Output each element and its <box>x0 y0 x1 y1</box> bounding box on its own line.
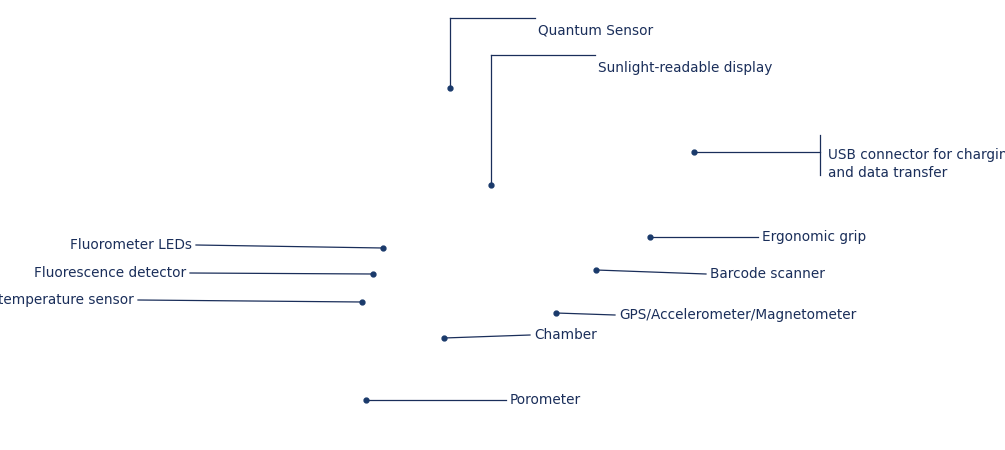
Text: Porometer: Porometer <box>510 393 581 407</box>
Text: Chamber: Chamber <box>534 328 597 342</box>
Text: Quantum Sensor: Quantum Sensor <box>538 24 653 38</box>
Text: Ergonomic grip: Ergonomic grip <box>762 230 866 244</box>
Text: USB connector for charging
and data transfer: USB connector for charging and data tran… <box>828 148 1005 180</box>
Text: Sunlight-readable display: Sunlight-readable display <box>598 61 773 75</box>
Text: Infrared leaf temperature sensor: Infrared leaf temperature sensor <box>0 293 134 307</box>
Text: Fluorescence detector: Fluorescence detector <box>34 266 186 280</box>
Text: Fluorometer LEDs: Fluorometer LEDs <box>70 238 192 252</box>
Text: GPS/Accelerometer/Magnetometer: GPS/Accelerometer/Magnetometer <box>619 308 856 322</box>
Text: Barcode scanner: Barcode scanner <box>710 267 825 281</box>
